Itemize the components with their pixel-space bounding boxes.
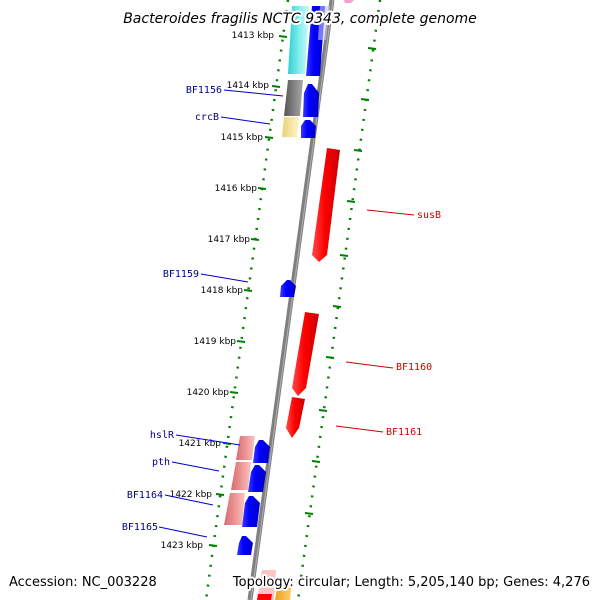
genome-backbone-highlight [250,0,334,600]
gene-label-hslr[interactable]: hslR [150,430,175,441]
gene-label-crcb[interactable]: crcB [195,112,219,123]
right-label-leaders [335,209,415,433]
gene-feature[interactable] [242,496,260,527]
kbp-label: 1413 kbp [232,31,275,41]
reverse-strand-genes [286,148,340,438]
gene-label-bf1165[interactable]: BF1165 [122,522,158,533]
gene-feature[interactable] [275,578,292,600]
kbp-label: 1416 kbp [215,184,258,194]
gene-feature[interactable] [344,0,354,3]
gene-label-susb[interactable]: susB [417,210,441,221]
gene-feature[interactable] [280,280,296,297]
gene-feature[interactable] [282,117,299,137]
gene-feature[interactable] [303,84,319,117]
gene-label-bf1156[interactable]: BF1156 [186,85,222,96]
gene-feature[interactable] [284,80,303,116]
gene-feature[interactable] [318,6,330,40]
gene-label-bf1164[interactable]: BF1164 [127,490,163,501]
inner-tick-track [204,0,290,600]
map-title: Bacteroides fragilis NCTC 9343, complete… [123,11,477,27]
gene-feature[interactable] [231,462,251,490]
gene-label-bf1159[interactable]: BF1159 [163,269,199,280]
forward-strand-genes [237,6,330,555]
gene-feature[interactable] [288,6,309,74]
gene-label-pth[interactable]: pth [152,457,170,468]
kbp-label: 1422 kbp [170,490,213,500]
kbp-label: 1414 kbp [227,81,270,91]
gene-feature[interactable] [301,120,316,138]
accession-label: Accession: NC_003228 [9,575,157,590]
kbp-label: 1419 kbp [194,337,237,347]
kbp-label: 1423 kbp [161,541,204,551]
gene-feature[interactable] [292,312,319,396]
gene-feature[interactable] [248,465,266,492]
gene-label-bf1160[interactable]: BF1160 [396,362,432,373]
gene-feature[interactable] [236,436,255,460]
gene-feature[interactable] [253,440,270,463]
gene-feature[interactable] [286,397,305,438]
gene-feature[interactable] [312,148,340,262]
gene-feature[interactable] [257,594,272,600]
left-label-leaders [158,89,284,538]
gene-feature[interactable] [257,570,276,600]
gene-label-bf1161[interactable]: BF1161 [386,427,422,438]
gene-feature[interactable] [237,536,253,555]
kbp-label: 1418 kbp [201,286,244,296]
outer-ticks [304,47,377,515]
kbp-label: 1417 kbp [208,235,251,245]
gene-feature[interactable] [224,493,245,525]
kbp-label: 1415 kbp [221,133,264,143]
kbp-ticks [208,35,288,547]
kbp-label: 1420 kbp [187,388,230,398]
genome-summary: Topology: circular; Length: 5,205,140 bp… [232,575,590,590]
kbp-label: 1421 kbp [179,439,222,449]
